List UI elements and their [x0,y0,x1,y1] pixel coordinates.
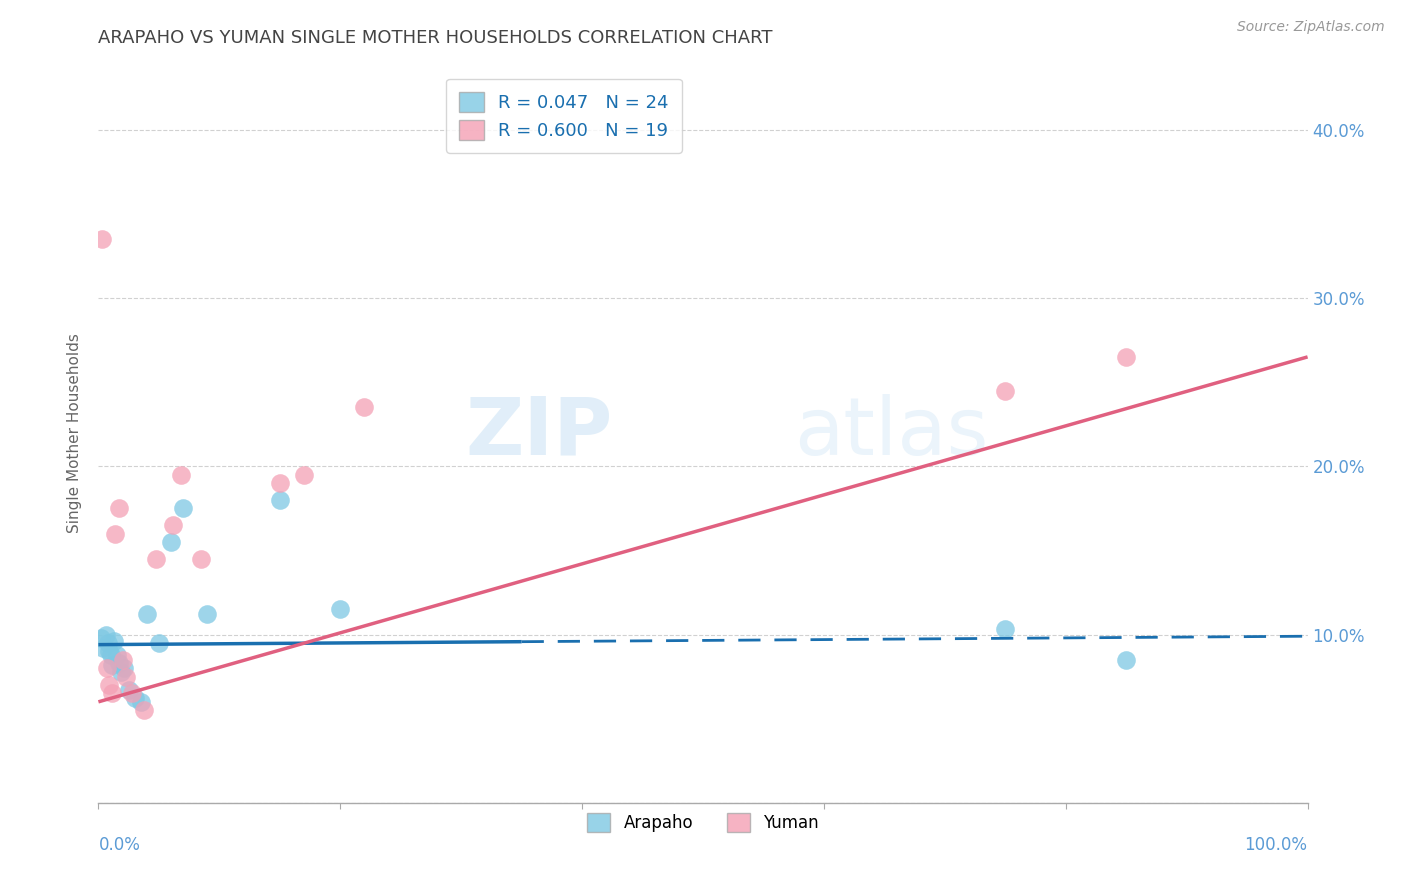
Legend: Arapaho, Yuman: Arapaho, Yuman [581,806,825,838]
Point [110,665,132,679]
Point [108,501,131,516]
Point [96,661,118,675]
Point [105,648,128,662]
Point [1115,653,1137,667]
Point [108,656,131,670]
Text: Source: ZipAtlas.com: Source: ZipAtlas.com [1237,20,1385,34]
Text: 100.0%: 100.0% [1244,836,1308,855]
Point [190,551,212,566]
Point [104,526,127,541]
Point [100,686,122,700]
Point [91,232,114,246]
Point [115,670,138,684]
Point [329,602,352,616]
Point [994,384,1017,398]
Point [269,492,291,507]
Point [353,401,375,415]
Point [100,648,122,662]
Point [98,678,121,692]
Point [121,686,143,700]
Point [269,476,291,491]
Point [129,695,152,709]
Point [135,607,157,622]
Point [145,551,167,566]
Point [91,640,114,655]
Point [103,634,125,648]
Point [292,467,315,482]
Text: ZIP: ZIP [465,393,613,472]
Point [162,518,184,533]
Point [112,661,135,675]
Point [90,631,112,645]
Y-axis label: Single Mother Households: Single Mother Households [67,333,83,533]
Point [97,636,120,650]
Point [1115,350,1137,364]
Point [195,607,218,622]
Text: 0.0%: 0.0% [98,836,141,855]
Point [172,501,194,516]
Point [994,623,1017,637]
Point [118,683,141,698]
Point [124,691,146,706]
Point [98,644,121,658]
Point [160,535,183,549]
Point [134,703,156,717]
Point [169,467,191,482]
Point [148,636,170,650]
Point [100,657,122,672]
Point [111,653,134,667]
Point [94,627,117,641]
Text: ARAPAHO VS YUMAN SINGLE MOTHER HOUSEHOLDS CORRELATION CHART: ARAPAHO VS YUMAN SINGLE MOTHER HOUSEHOLD… [98,29,773,47]
Text: atlas: atlas [793,393,988,472]
